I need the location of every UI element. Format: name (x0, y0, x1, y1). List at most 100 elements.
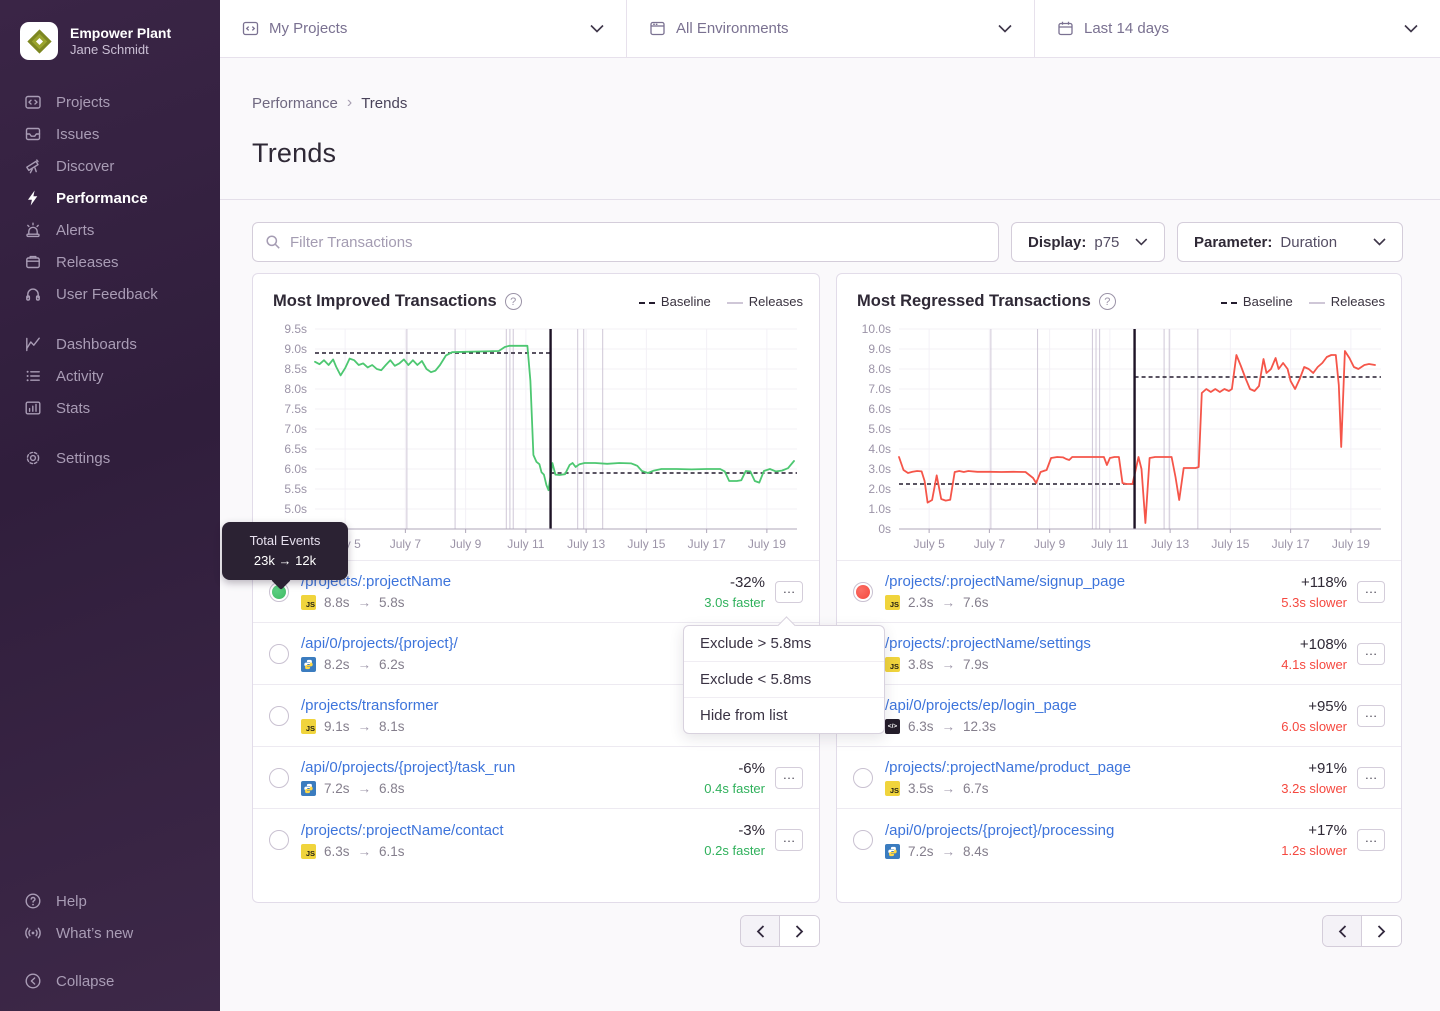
arrow-right-icon: → (357, 781, 372, 796)
row-actions-button[interactable]: … (775, 580, 803, 603)
sidebar-item-user-feedback[interactable]: User Feedback (0, 278, 220, 310)
transaction-link[interactable]: /api/0/projects/ep/login_page (885, 697, 1077, 714)
next-page-button[interactable] (780, 916, 819, 946)
transaction-durations: 7.2s → 6.8s (301, 781, 515, 796)
transaction-link[interactable]: /projects/:projectName/product_page (885, 759, 1131, 776)
trend-percentage: -3% (738, 822, 765, 839)
sidebar-item-help[interactable]: Help (0, 885, 220, 917)
menu-item[interactable]: Hide from list (700, 707, 788, 724)
trend-delta: 6.0s slower (1281, 718, 1347, 734)
sidebar-item-releases[interactable]: Releases (0, 246, 220, 278)
sidebar-item-label: Settings (56, 449, 111, 467)
trend-delta: 5.3s slower (1281, 594, 1347, 610)
menu-item[interactable]: Exclude > 5.8ms (684, 626, 884, 662)
python-platform-icon (885, 843, 900, 859)
sidebar-item-label: Releases (56, 253, 119, 271)
svg-text:6.0s: 6.0s (284, 462, 307, 476)
sidebar-item-discover[interactable]: Discover (0, 150, 220, 182)
sidebar-item-performance[interactable]: Performance (0, 182, 220, 214)
transaction-link[interactable]: /projects/:projectName/settings (885, 635, 1091, 652)
sidebar-item-projects[interactable]: Projects (0, 86, 220, 118)
duration-before: 3.8s (908, 657, 934, 672)
svg-text:9.0s: 9.0s (868, 342, 891, 356)
svg-text:7.0s: 7.0s (868, 382, 891, 396)
search-input[interactable] (290, 233, 986, 251)
menu-item[interactable]: Exclude < 5.8ms (684, 662, 884, 698)
sidebar-item-label: Discover (56, 157, 115, 175)
sidebar-item-alerts[interactable]: Alerts (0, 214, 220, 246)
duration-before: 8.2s (324, 657, 350, 672)
row-actions-button[interactable]: … (775, 829, 803, 851)
transaction-link[interactable]: /projects/:projectName/signup_page (885, 573, 1126, 590)
trend-delta: 3.0s faster (704, 594, 765, 610)
trend-delta: 3.2s slower (1281, 780, 1347, 796)
panel-header: Most Improved Transactions? Baseline Relea… (253, 274, 819, 321)
sidebar-item-label: Stats (56, 399, 91, 417)
duration-before: 8.8s (324, 595, 350, 610)
sidebar-item-label: User Feedback (56, 285, 158, 303)
row-actions-button[interactable]: … (1357, 829, 1385, 851)
row-actions-button[interactable]: … (1357, 580, 1385, 603)
svg-text:10.0s: 10.0s (862, 323, 891, 336)
content: Display: p75 Parameter: Duration Most Im… (220, 200, 1440, 947)
series-radio[interactable] (853, 830, 873, 850)
date-range-filter[interactable]: Last 14 days (1035, 0, 1440, 57)
help-circle-icon[interactable]: ? (1098, 293, 1116, 310)
row-actions-button[interactable]: … (1357, 704, 1385, 727)
sidebar-item-settings[interactable]: Settings (0, 442, 220, 474)
svg-text:July 19: July 19 (748, 537, 786, 551)
user-name: Jane Schmidt (70, 42, 149, 58)
svg-text:July 13: July 13 (1151, 537, 1189, 551)
duration-after: 8.4s (963, 843, 989, 859)
svg-text:July 15: July 15 (627, 537, 665, 551)
row-actions-button[interactable]: … (1357, 766, 1385, 789)
series-radio[interactable] (269, 643, 289, 664)
help-circle-icon[interactable]: ? (504, 293, 522, 310)
svg-text:July 5: July 5 (913, 537, 945, 551)
environment-filter[interactable]: All Environments (627, 0, 1035, 57)
transaction-row: /projects/:projectName/contact JS 6.3s → 6.1… (253, 809, 819, 871)
previous-page-button[interactable] (1323, 916, 1362, 946)
org-switcher[interactable]: Empower Plant Jane Schmidt (0, 0, 220, 86)
previous-page-button[interactable] (741, 916, 780, 946)
series-radio[interactable] (853, 581, 873, 602)
sidebar-item-label: Dashboards (56, 335, 137, 353)
trend-delta: 1.2s slower (1281, 843, 1347, 858)
global-filter-bar: My Projects All Environments Last 14 day… (220, 0, 1440, 58)
breadcrumb-performance[interactable]: Performance (252, 94, 338, 112)
transaction-link[interactable]: /api/0/projects/{project}/task_run (301, 759, 516, 776)
project-filter[interactable]: My Projects (220, 0, 627, 57)
transaction-durations: 7.2s → 8.4s (885, 843, 1114, 859)
sidebar-item-issues[interactable]: Issues (0, 118, 220, 150)
transaction-durations: 8.2s → 6.2s (301, 657, 458, 672)
sidebar-item-activity[interactable]: Activity (0, 360, 220, 392)
sidebar-item-whats-new[interactable]: What’s new (0, 917, 220, 949)
transaction-list: /projects/:projectName/signup_page JS 2.3s… (837, 560, 1401, 871)
display-dropdown[interactable]: Display: p75 (1011, 222, 1165, 262)
transaction-link[interactable]: /projects/:projectName/contact (301, 821, 504, 839)
arrow-right-icon: → (941, 843, 956, 859)
trend-panels: Most Improved Transactions? Baseline Relea… (252, 273, 1403, 903)
series-radio[interactable] (269, 830, 289, 850)
series-radio[interactable] (269, 705, 289, 726)
series-radio[interactable] (853, 767, 873, 788)
pagination-row (252, 915, 1403, 947)
sidebar-item-collapse[interactable]: Collapse (0, 965, 220, 997)
next-page-button[interactable] (1362, 916, 1401, 946)
python-platform-icon (301, 657, 316, 672)
sidebar-item-dashboards[interactable]: Dashboards (0, 328, 220, 360)
sidebar-group: Settings (0, 442, 220, 492)
trend-percentage: +91% (1308, 759, 1347, 777)
sidebar-item-stats[interactable]: Stats (0, 392, 220, 424)
dashboards-icon (26, 337, 40, 352)
transaction-link[interactable]: /api/0/projects/{project}/ (301, 635, 458, 652)
series-radio[interactable] (269, 767, 289, 788)
transaction-link[interactable]: /api/0/projects/{project}/processing (885, 821, 1115, 839)
transaction-link[interactable]: /projects/transformer (301, 697, 439, 714)
row-actions-button[interactable]: … (1357, 642, 1385, 665)
tooltip-title: Total Events (249, 533, 321, 548)
row-actions-button[interactable]: … (775, 766, 803, 789)
parameter-dropdown[interactable]: Parameter: Duration (1177, 222, 1403, 262)
